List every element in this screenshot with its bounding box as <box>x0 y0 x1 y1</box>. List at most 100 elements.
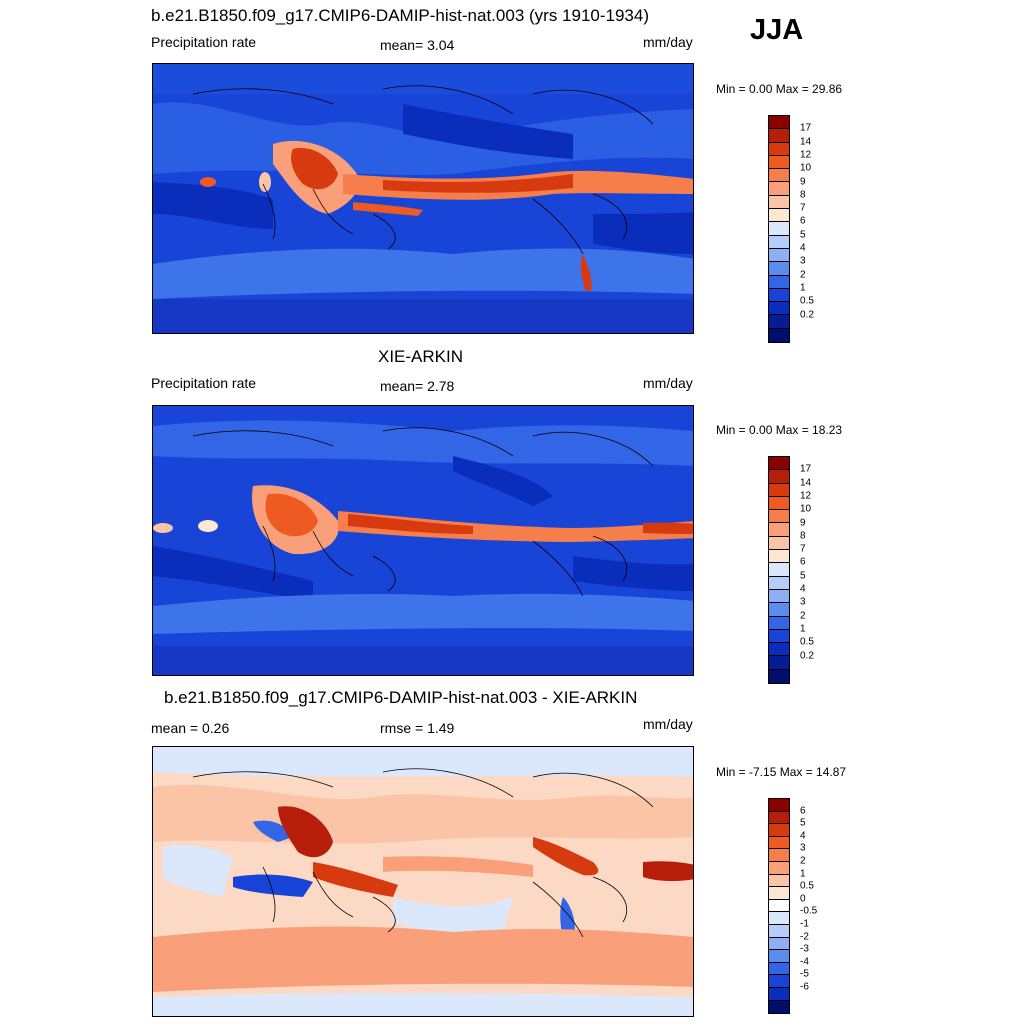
panel1-colorbar <box>768 115 790 344</box>
panel3-colorbar <box>768 798 790 1015</box>
panel3-title: b.e21.B1850.f09_g17.CMIP6-DAMIP-hist-nat… <box>164 688 638 707</box>
colorbar-swatch <box>769 209 789 223</box>
panel1-title: b.e21.B1850.f09_g17.CMIP6-DAMIP-hist-nat… <box>151 6 649 25</box>
colorbar-swatch <box>769 643 789 657</box>
colorbar-swatch <box>769 523 789 537</box>
colorbar-tick-label: -5 <box>800 968 809 980</box>
colorbar-swatch <box>769 861 789 875</box>
colorbar-tick-label: 4 <box>800 583 806 595</box>
colorbar-tick-label: -6 <box>800 981 809 993</box>
colorbar-tick-label: 2 <box>800 610 806 622</box>
colorbar-tick-label: 10 <box>800 503 812 515</box>
colorbar-tick-label: 1 <box>800 282 806 294</box>
panel1-map <box>152 63 694 334</box>
colorbar-tick-label: 0 <box>800 893 806 905</box>
colorbar-tick-label: 6 <box>800 556 806 568</box>
colorbar-swatch <box>769 987 789 1001</box>
season-label: JJA <box>750 14 804 46</box>
colorbar-tick-label: 6 <box>800 215 806 227</box>
colorbar-swatch <box>769 262 789 276</box>
colorbar-tick-label: -2 <box>800 931 809 943</box>
panel1-units-label: mm/day <box>643 34 693 50</box>
colorbar-swatch <box>769 669 789 684</box>
colorbar-swatch <box>769 129 789 143</box>
colorbar-tick-label: 4 <box>800 242 806 254</box>
colorbar-tick-label: 14 <box>800 136 812 148</box>
colorbar-tick-label: 0.5 <box>800 880 814 892</box>
colorbar-tick-label: 12 <box>800 490 812 502</box>
panel2-title: XIE-ARKIN <box>378 347 464 366</box>
colorbar-tick-label: 1 <box>800 623 806 635</box>
colorbar-swatch <box>769 962 789 976</box>
panel3-minmax-label: Min = -7.15 Max = 14.87 <box>716 765 847 779</box>
colorbar-tick-label: 14 <box>800 477 812 489</box>
panel2-colorbar <box>768 456 790 685</box>
colorbar-tick-label: 12 <box>800 149 812 161</box>
colorbar-tick-label: 4 <box>800 830 806 842</box>
colorbar-swatch <box>769 1000 789 1014</box>
panel3-map <box>152 746 694 1017</box>
colorbar-swatch <box>769 116 789 130</box>
colorbar-tick-label: 3 <box>800 255 806 267</box>
colorbar-swatch <box>769 975 789 988</box>
colorbar-swatch <box>769 899 789 913</box>
colorbar-tick-label: 8 <box>800 530 806 542</box>
colorbar-tick-label: 10 <box>800 162 812 174</box>
colorbar-tick-label: 3 <box>800 596 806 608</box>
colorbar-tick-label: 0.5 <box>800 636 814 648</box>
colorbar-tick-label: 7 <box>800 202 806 214</box>
colorbar-tick-label: 17 <box>800 122 812 134</box>
panel2-map <box>152 405 694 676</box>
colorbar-tick-label: -1 <box>800 918 809 930</box>
panel1-minmax-label: Min = 0.00 Max = 29.86 <box>716 82 843 96</box>
panel3-rmse-label: rmse = 1.49 <box>380 720 455 736</box>
colorbar-tick-label: 2 <box>800 855 806 867</box>
panel2-minmax-label: Min = 0.00 Max = 18.23 <box>716 423 843 437</box>
colorbar-tick-label: -4 <box>800 956 809 968</box>
colorbar-swatch <box>769 616 789 630</box>
colorbar-swatch <box>769 142 789 156</box>
colorbar-swatch <box>769 302 789 316</box>
colorbar-swatch <box>769 824 789 837</box>
colorbar-tick-label: 5 <box>800 817 806 829</box>
colorbar-swatch <box>769 536 789 551</box>
panel2-units-label: mm/day <box>643 375 693 391</box>
colorbar-swatch <box>769 799 789 812</box>
panel1-variable-label: Precipitation rate <box>151 34 257 50</box>
colorbar-swatch <box>769 937 789 951</box>
colorbar-tick-label: 2 <box>800 269 806 281</box>
colorbar-swatch <box>769 950 789 963</box>
colorbar-tick-label: 0.2 <box>800 650 814 661</box>
colorbar-swatch <box>769 550 789 564</box>
panel3-units-label: mm/day <box>643 716 693 732</box>
colorbar-swatch <box>769 195 789 210</box>
colorbar-swatch <box>769 849 789 862</box>
colorbar-swatch <box>769 496 789 511</box>
colorbar-tick-label: 5 <box>800 570 806 582</box>
colorbar-swatch <box>769 912 789 925</box>
colorbar-swatch <box>769 836 789 850</box>
colorbar-tick-label: 3 <box>800 842 806 854</box>
colorbar-swatch <box>769 656 789 670</box>
colorbar-swatch <box>769 182 789 196</box>
colorbar-swatch <box>769 222 789 236</box>
colorbar-swatch <box>769 275 789 289</box>
panel3-mean-label: mean = 0.26 <box>151 720 230 736</box>
panel2-mean-label: mean= 2.78 <box>380 378 455 394</box>
colorbar-tick-label: 7 <box>800 543 806 555</box>
colorbar-tick-label: 0.5 <box>800 295 814 307</box>
colorbar-swatch <box>769 235 789 249</box>
colorbar-swatch <box>769 328 789 343</box>
colorbar-swatch <box>769 811 789 825</box>
colorbar-swatch <box>769 169 789 183</box>
panel2-variable-label: Precipitation rate <box>151 375 257 391</box>
colorbar-swatch <box>769 155 789 170</box>
colorbar-tick-label: 6 <box>800 805 806 817</box>
colorbar-tick-label: -0.5 <box>800 905 818 917</box>
colorbar-tick-label: 9 <box>800 517 806 528</box>
colorbar-tick-label: 1 <box>800 868 806 880</box>
panel1-mean-label: mean= 3.04 <box>380 37 455 53</box>
colorbar-swatch <box>769 483 789 497</box>
colorbar-swatch <box>769 315 789 329</box>
colorbar-swatch <box>769 887 789 900</box>
